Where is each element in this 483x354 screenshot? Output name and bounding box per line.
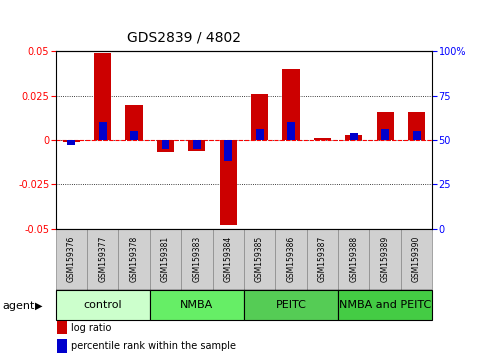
Bar	[369, 229, 401, 290]
Bar	[63, 140, 80, 142]
Bar	[345, 135, 362, 140]
Bar	[307, 229, 338, 290]
Bar	[377, 112, 394, 140]
Text: GSM159386: GSM159386	[286, 236, 296, 282]
Bar	[193, 140, 201, 149]
Text: GSM159390: GSM159390	[412, 236, 421, 282]
Bar	[244, 229, 275, 290]
Bar	[275, 229, 307, 290]
Bar	[338, 229, 369, 290]
Text: GSM159389: GSM159389	[381, 236, 390, 282]
Bar	[57, 321, 67, 335]
Bar	[56, 290, 150, 320]
Text: agent: agent	[2, 301, 35, 311]
Bar	[150, 290, 244, 320]
Text: GSM159376: GSM159376	[67, 236, 76, 282]
Text: percentile rank within the sample: percentile rank within the sample	[71, 341, 236, 351]
Bar	[220, 140, 237, 225]
Bar	[408, 112, 425, 140]
Bar	[338, 290, 432, 320]
Bar	[314, 138, 331, 140]
Bar	[87, 229, 118, 290]
Bar	[381, 129, 389, 140]
Bar	[118, 229, 150, 290]
Text: GSM159381: GSM159381	[161, 236, 170, 282]
Bar	[283, 69, 299, 140]
Text: log ratio: log ratio	[71, 322, 111, 333]
Bar	[213, 229, 244, 290]
Bar	[57, 339, 67, 353]
Bar	[67, 140, 75, 145]
Text: NMBA: NMBA	[180, 300, 213, 310]
Text: GSM159387: GSM159387	[318, 236, 327, 282]
Text: GSM159383: GSM159383	[192, 236, 201, 282]
Text: ▶: ▶	[35, 301, 43, 311]
Text: PEITC: PEITC	[276, 300, 306, 310]
Bar	[188, 140, 205, 150]
Bar	[244, 290, 338, 320]
Text: GSM159388: GSM159388	[349, 236, 358, 282]
Text: GSM159377: GSM159377	[98, 236, 107, 282]
Bar	[126, 104, 142, 140]
Bar	[94, 53, 111, 140]
Bar	[157, 140, 174, 152]
Text: GDS2839 / 4802: GDS2839 / 4802	[127, 30, 241, 44]
Bar	[99, 122, 107, 140]
Bar	[401, 229, 432, 290]
Text: NMBA and PEITC: NMBA and PEITC	[339, 300, 431, 310]
Bar	[350, 133, 358, 140]
Text: control: control	[84, 300, 122, 310]
Text: GSM159378: GSM159378	[129, 236, 139, 282]
Bar	[412, 131, 421, 140]
Bar	[130, 131, 138, 140]
Bar	[181, 229, 213, 290]
Bar	[56, 229, 87, 290]
Bar	[150, 229, 181, 290]
Bar	[287, 122, 295, 140]
Bar	[161, 140, 170, 149]
Bar	[256, 129, 264, 140]
Text: GSM159384: GSM159384	[224, 236, 233, 282]
Bar	[251, 94, 268, 140]
Text: GSM159385: GSM159385	[255, 236, 264, 282]
Bar	[224, 140, 232, 161]
